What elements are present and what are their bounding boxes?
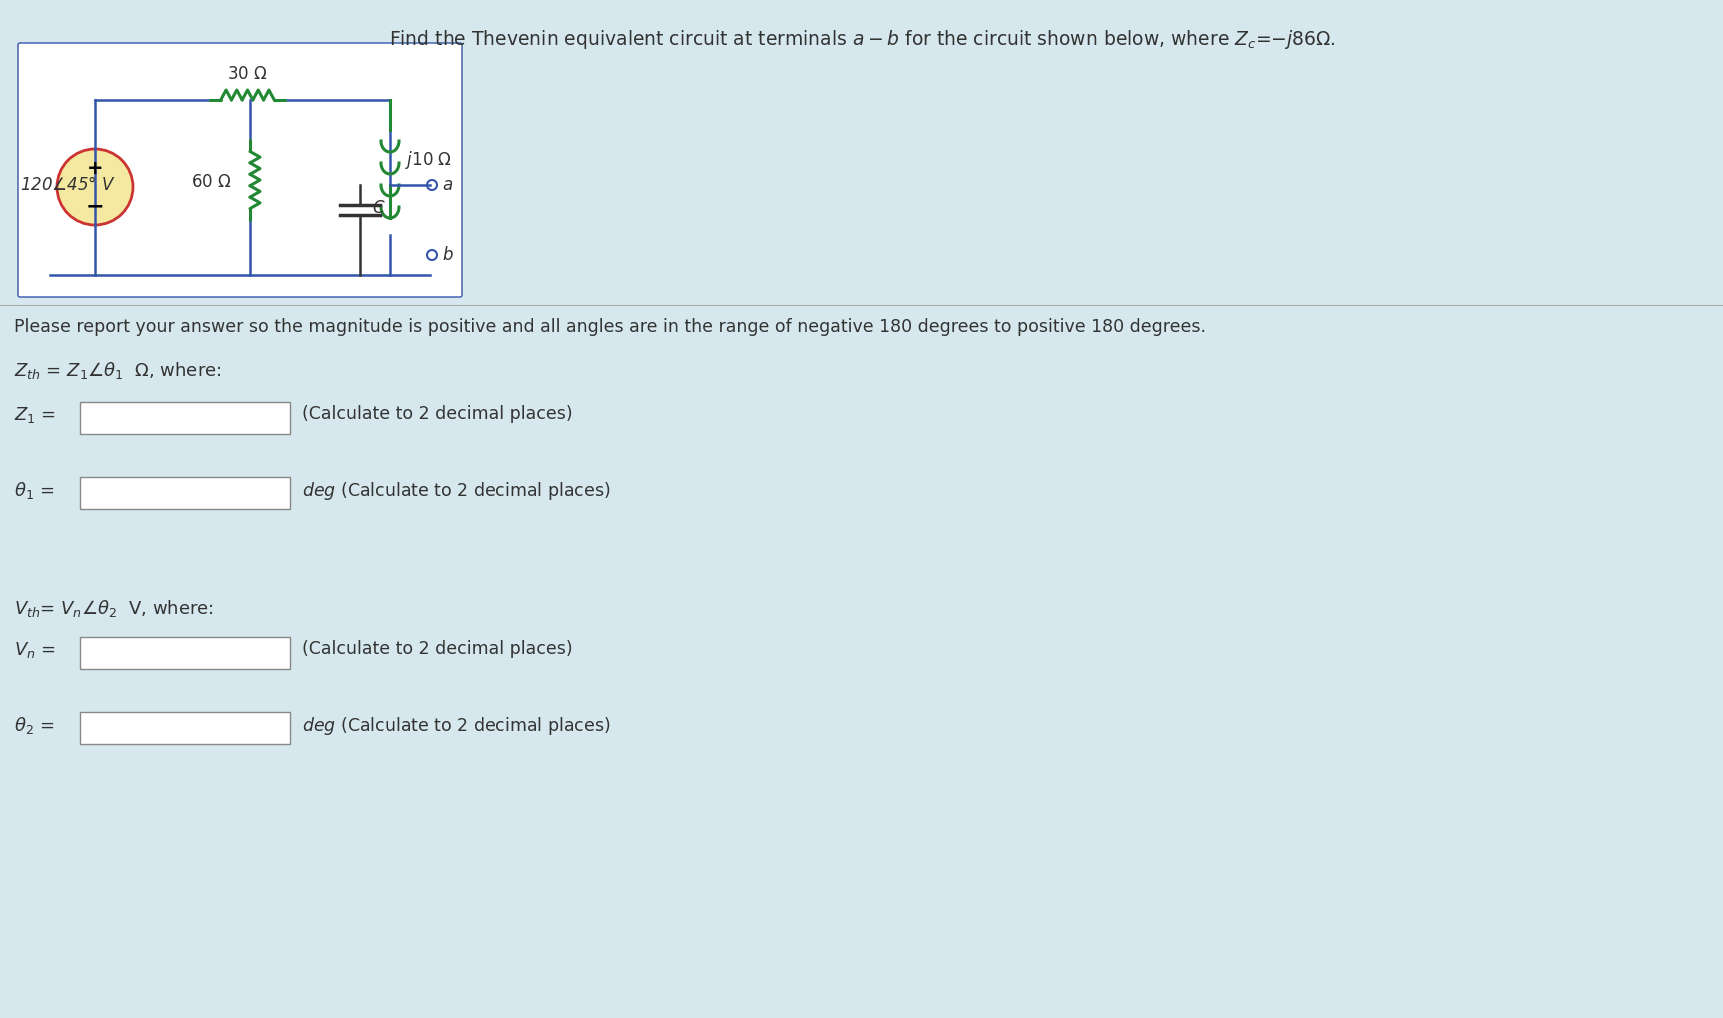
Circle shape bbox=[57, 149, 133, 225]
Text: $\theta_2$ =: $\theta_2$ = bbox=[14, 715, 55, 736]
Text: $V_n$ =: $V_n$ = bbox=[14, 640, 55, 660]
Text: 120$\angle$45° V: 120$\angle$45° V bbox=[21, 176, 115, 194]
Text: 60 $\Omega$: 60 $\Omega$ bbox=[191, 173, 233, 191]
Text: b: b bbox=[441, 246, 451, 264]
Text: a: a bbox=[441, 176, 451, 194]
Text: $\theta_1$ =: $\theta_1$ = bbox=[14, 480, 55, 501]
Text: $deg$ (Calculate to 2 decimal places): $deg$ (Calculate to 2 decimal places) bbox=[302, 715, 610, 737]
Circle shape bbox=[427, 250, 436, 260]
Text: +: + bbox=[86, 159, 103, 177]
Text: $Z_{th}$ = $Z_1\angle\theta_1$  $\Omega$, where:: $Z_{th}$ = $Z_1\angle\theta_1$ $\Omega$,… bbox=[14, 360, 221, 381]
FancyBboxPatch shape bbox=[79, 712, 289, 744]
FancyBboxPatch shape bbox=[79, 637, 289, 669]
Text: (Calculate to 2 decimal places): (Calculate to 2 decimal places) bbox=[302, 640, 572, 658]
Text: $Z_1$ =: $Z_1$ = bbox=[14, 405, 57, 425]
Circle shape bbox=[427, 180, 436, 190]
Text: (Calculate to 2 decimal places): (Calculate to 2 decimal places) bbox=[302, 405, 572, 423]
FancyBboxPatch shape bbox=[17, 43, 462, 297]
Text: $deg$ (Calculate to 2 decimal places): $deg$ (Calculate to 2 decimal places) bbox=[302, 480, 610, 502]
Text: $V_{th}$= $V_n\angle\theta_2$  V, where:: $V_{th}$= $V_n\angle\theta_2$ V, where: bbox=[14, 598, 214, 619]
FancyBboxPatch shape bbox=[79, 477, 289, 509]
FancyBboxPatch shape bbox=[79, 402, 289, 434]
Text: Please report your answer so the magnitude is positive and all angles are in the: Please report your answer so the magnitu… bbox=[14, 318, 1206, 336]
Text: Find the Thevenin equivalent circuit at terminals $a - b$ for the circuit shown : Find the Thevenin equivalent circuit at … bbox=[388, 29, 1335, 51]
Text: C: C bbox=[372, 199, 384, 217]
Text: 30 $\Omega$: 30 $\Omega$ bbox=[227, 65, 267, 83]
Text: $j$10 $\Omega$: $j$10 $\Omega$ bbox=[405, 149, 451, 171]
Text: −: − bbox=[86, 196, 105, 216]
